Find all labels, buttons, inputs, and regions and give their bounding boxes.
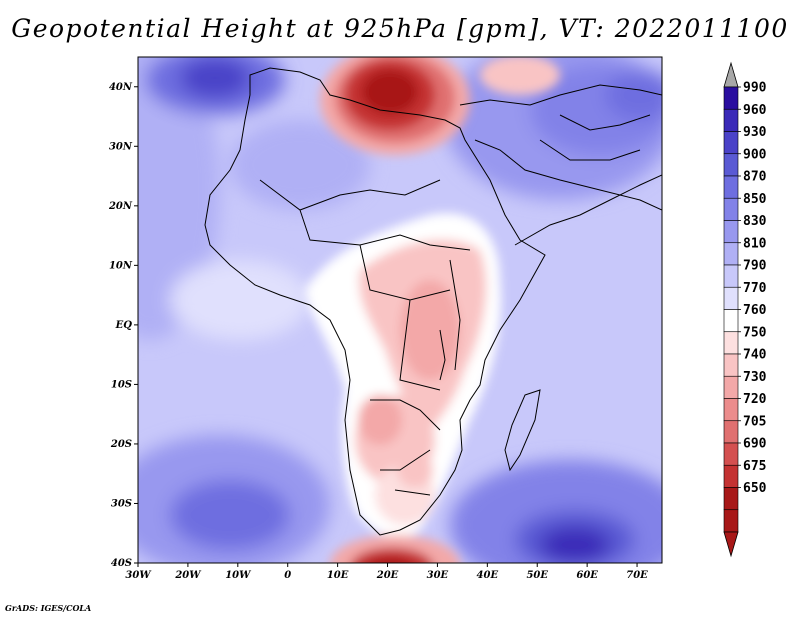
colorbar-segment [723,331,739,355]
y-tick-label: 20N [108,201,133,212]
colorbar-segment [723,509,739,533]
map-frame [137,56,663,564]
colorbar-segment [723,309,739,333]
colorbar: 990 960 930 900 870 850 830 810 790 770 760 750 740 7… [723,61,767,558]
x-tick-label: 10E [327,570,349,581]
colorbar-label: 930 [743,125,767,140]
colorbar-label: 720 [743,392,767,407]
colorbar-label: 760 [743,303,767,318]
colorbar-label: 770 [743,281,767,296]
colorbar-segment [723,220,739,244]
x-tick-label: 30W [125,570,152,581]
colorbar-segment [723,353,739,377]
colorbar-bottom-arrow [723,531,739,558]
colorbar-label: 850 [743,192,767,207]
y-tick-label: 40N [109,82,133,93]
colorbar-label: 690 [743,437,767,452]
y-tick-label: 30S [111,498,132,509]
x-tick-label: 70E [626,570,648,581]
colorbar-label: 650 [743,481,767,496]
colorbar-label: 960 [743,103,767,118]
colorbar-label: 705 [743,414,766,429]
x-tick-label: 30E [427,570,449,581]
colorbar-segment [723,108,739,132]
colorbar-segment [723,487,739,511]
colorbar-segment [723,86,739,110]
y-tick-label: 30N [109,141,133,152]
x-tick-label: 50E [526,570,548,581]
colorbar-segment [723,420,739,444]
colorbar-label: 810 [743,236,767,251]
colorbar-segment [723,398,739,422]
y-tick-label: EQ [115,320,133,331]
colorbar-label: 675 [743,459,766,474]
colorbar-segment [723,197,739,221]
x-tick-label: 0 [284,570,291,581]
map-axes: 30W 20W 10W 0 10E 20E 30E 40E 50E 60E 70E 40N 30N 20N… [108,82,648,581]
colorbar-segment [723,131,739,155]
x-tick-label: 20W [174,570,202,581]
x-tick-label: 40E [477,570,499,581]
colorbar-label: 750 [743,325,767,340]
colorbar-label: 900 [743,147,767,162]
colorbar-label: 870 [743,170,767,185]
colorbar-label: 830 [743,214,767,229]
height-field [138,57,662,563]
y-tick-label: 10N [109,260,133,271]
y-tick-label: 40S [111,558,132,569]
y-tick-label: 20S [110,439,132,450]
colorbar-segment [723,242,739,266]
y-tick-label: 10S [111,379,132,390]
colorbar-segment [723,375,739,399]
colorbar-segment [723,153,739,177]
x-tick-label: 60E [576,570,598,581]
map-title: Geopotential Height at 925hPa [gpm], VT:… [11,14,789,43]
colorbar-segment [723,175,739,199]
colorbar-segment [723,464,739,488]
colorbar-label: 730 [743,370,767,385]
colorbar-label: 990 [743,81,767,96]
colorbar-segment [723,286,739,310]
colorbar-label: 740 [743,348,767,363]
x-tick-label: 20E [376,570,399,581]
colorbar-segment [723,442,739,466]
x-tick-label: 10W [225,570,252,581]
grads-credit: GrADS: IGES/COLA [5,603,92,613]
colorbar-label: 790 [743,259,767,274]
coastlines [204,67,662,536]
colorbar-segment [723,264,739,288]
colorbar-top-arrow [723,61,739,88]
